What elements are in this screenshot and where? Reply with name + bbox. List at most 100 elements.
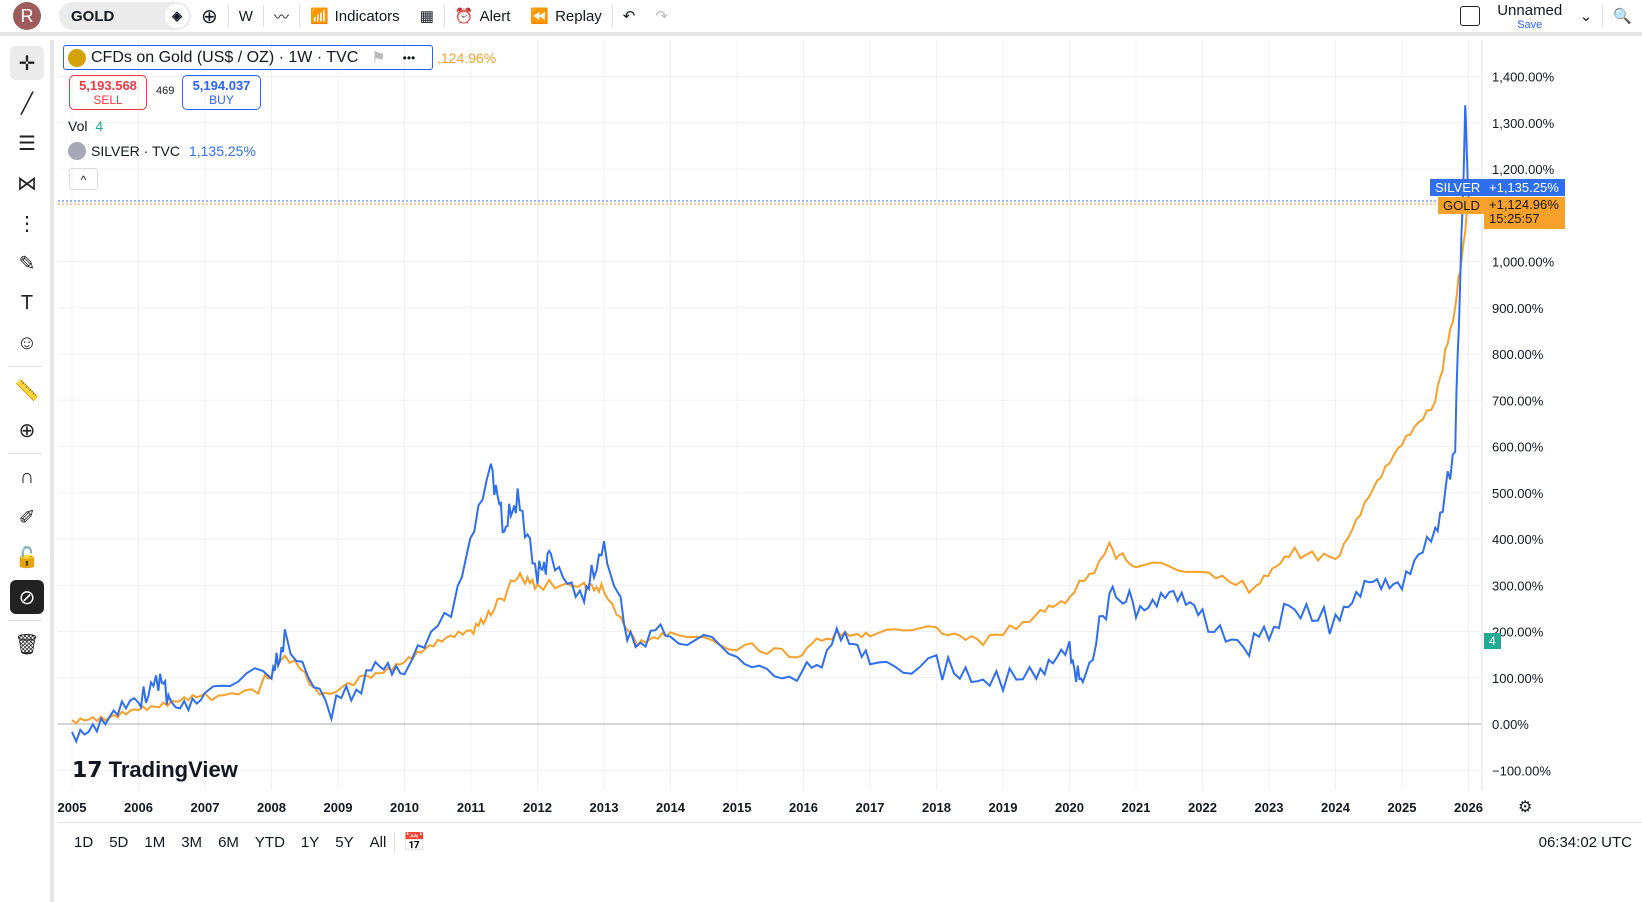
- quick-search-icon: 🔍: [1613, 8, 1632, 25]
- x-tick-label: 2009: [324, 800, 353, 815]
- y-tick-label: 400.00%: [1492, 532, 1544, 547]
- divider: [8, 453, 42, 454]
- chart-type-button[interactable]: 〰: [264, 0, 299, 34]
- x-tick-label: 2021: [1122, 800, 1151, 815]
- chart-settings-icon[interactable]: ⚙: [1518, 799, 1533, 816]
- replay-button[interactable]: ⏪ Replay: [520, 0, 611, 34]
- divider: [227, 5, 229, 27]
- chevron-down-icon: ⌄: [1579, 8, 1593, 25]
- y-tick-label: 1,400.00%: [1492, 70, 1555, 85]
- grid-icon: ▦: [419, 8, 434, 25]
- indicators-label: Indicators: [334, 7, 400, 25]
- divider: [298, 5, 300, 27]
- main-series-title[interactable]: CFDs on Gold (US$ / OZ) · 1W · TVC ⚑ •••: [63, 45, 433, 70]
- sell-price: 5,193.568: [79, 78, 137, 93]
- collapse-legend-button[interactable]: ^: [69, 168, 98, 190]
- emoji-icon[interactable]: ☺: [16, 331, 38, 354]
- compare-change: 1,135.25%: [188, 143, 256, 159]
- range-1m[interactable]: 1M: [144, 834, 166, 851]
- divider: [262, 5, 264, 27]
- range-buttons: 1D 5D 1M 3M 6M YTD 1Y 5Y All: [66, 834, 394, 851]
- text-icon[interactable]: T: [20, 291, 34, 314]
- pattern-icon[interactable]: ⋈: [17, 172, 37, 195]
- quick-search-button[interactable]: 🔍: [1603, 0, 1642, 34]
- range-3m[interactable]: 3M: [181, 834, 203, 851]
- alert-button[interactable]: ⏰ Alert: [445, 0, 521, 34]
- calendar-icon[interactable]: 📅: [403, 832, 426, 852]
- zoom-in-icon[interactable]: ⊕: [18, 419, 36, 442]
- x-tick-label: 2019: [989, 800, 1018, 815]
- range-6m[interactable]: 6M: [218, 834, 239, 851]
- range-5d[interactable]: 5D: [109, 834, 129, 851]
- avatar[interactable]: R: [13, 2, 41, 30]
- interval-button[interactable]: W: [238, 7, 253, 25]
- sell-label: SELL: [93, 93, 123, 107]
- ruler-icon[interactable]: 📏: [14, 379, 40, 402]
- gold-price-tag: +1,124.96% 15:25:57: [1484, 197, 1565, 229]
- silver-series-line: [71, 105, 1470, 745]
- undo-button[interactable]: ↶: [613, 0, 646, 34]
- symbol-label: GOLD: [71, 7, 115, 25]
- range-ytd[interactable]: YTD: [254, 834, 285, 851]
- silver-label-tag: SILVER: [1430, 179, 1486, 196]
- x-tick-label: 2023: [1255, 800, 1284, 815]
- y-tick-label: 1,000.00%: [1492, 255, 1555, 270]
- alarm-clock-icon: ⏰: [454, 8, 474, 25]
- x-tick-label: 2024: [1321, 800, 1351, 815]
- indicators-button[interactable]: 📶 Indicators: [300, 0, 410, 34]
- unlock-icon[interactable]: 🔓: [14, 546, 40, 569]
- range-1d[interactable]: 1D: [74, 834, 94, 851]
- flag-icon[interactable]: ⚑: [371, 49, 386, 67]
- range-5y[interactable]: 5Y: [335, 834, 354, 851]
- layout-menu-button[interactable]: ⌄: [1570, 0, 1603, 34]
- tradingview-logo[interactable]: 𝟭𝟳 TradingView: [72, 757, 238, 783]
- replay-label: Replay: [555, 7, 602, 25]
- hide-drawings-icon[interactable]: ⊘: [10, 580, 44, 614]
- alert-label: Alert: [479, 7, 511, 25]
- trend-line-icon[interactable]: ╱: [20, 92, 34, 115]
- x-tick-label: 2020: [1055, 800, 1084, 815]
- drawing-toolbar: ✛ ╱ ☰ ⋈ ⋮ ✎ T ☺ 📏 ⊕ ∩ ✐ 🔓 ⊘ 🗑: [0, 40, 54, 902]
- divider: [394, 831, 396, 854]
- brush-icon[interactable]: ✎: [18, 252, 36, 275]
- divider: [1602, 5, 1604, 27]
- divider: [8, 620, 42, 621]
- magnet-icon[interactable]: ∩: [19, 465, 35, 488]
- gold-coin-icon: [68, 48, 86, 67]
- pen-icon[interactable]: ◈: [165, 4, 189, 28]
- price-chart[interactable]: 1,400.00% 1,300.00% 1,200.00% 1,000.00% 900.…: [58, 40, 1642, 820]
- compare-legend[interactable]: SILVER · TVC 1,135.25%: [68, 142, 256, 160]
- range-all[interactable]: All: [369, 834, 387, 851]
- gold-series-line: [71, 203, 1470, 725]
- y-tick-label: 900.00%: [1492, 301, 1544, 316]
- redo-button[interactable]: ↷: [645, 0, 678, 34]
- x-tick-label: 2018: [922, 800, 951, 815]
- trash-icon[interactable]: 🗑: [14, 633, 40, 656]
- spread: 469: [156, 85, 175, 97]
- layout-name[interactable]: Unnamed Save: [1490, 2, 1570, 31]
- fib-retracement-icon[interactable]: ☰: [18, 132, 36, 155]
- volume-legend: Vol 4: [68, 118, 103, 134]
- clock[interactable]: 06:34:02 UTC: [1538, 834, 1632, 851]
- add-symbol-button[interactable]: ⊕: [191, 0, 228, 34]
- y-tick-label: 0.00%: [1492, 717, 1529, 732]
- buy-button[interactable]: 5,194.037 BUY: [182, 75, 261, 110]
- lock-drawing-icon[interactable]: ✐: [18, 506, 36, 529]
- forecast-icon[interactable]: ⋮: [17, 212, 37, 235]
- layouts-button[interactable]: ▦: [410, 0, 444, 34]
- range-1y[interactable]: 1Y: [300, 834, 320, 851]
- y-tick-label: 100.00%: [1492, 671, 1544, 686]
- save-button[interactable]: Save: [1517, 18, 1543, 31]
- square-icon: [1459, 6, 1480, 26]
- logo-text: TradingView: [108, 757, 238, 782]
- crosshair-icon[interactable]: ✛: [10, 46, 44, 80]
- y-tick-label: −100.00%: [1492, 763, 1551, 778]
- symbol-search[interactable]: GOLD ◈: [59, 2, 191, 30]
- vol-value: 4: [95, 118, 104, 134]
- y-tick-label: 200.00%: [1492, 625, 1544, 640]
- sell-button[interactable]: 5,193.568 SELL: [69, 75, 147, 110]
- indicators-icon: 📶: [309, 8, 329, 25]
- more-icon[interactable]: •••: [402, 50, 416, 65]
- fullscreen-button[interactable]: [1450, 0, 1490, 34]
- divider: [443, 5, 445, 27]
